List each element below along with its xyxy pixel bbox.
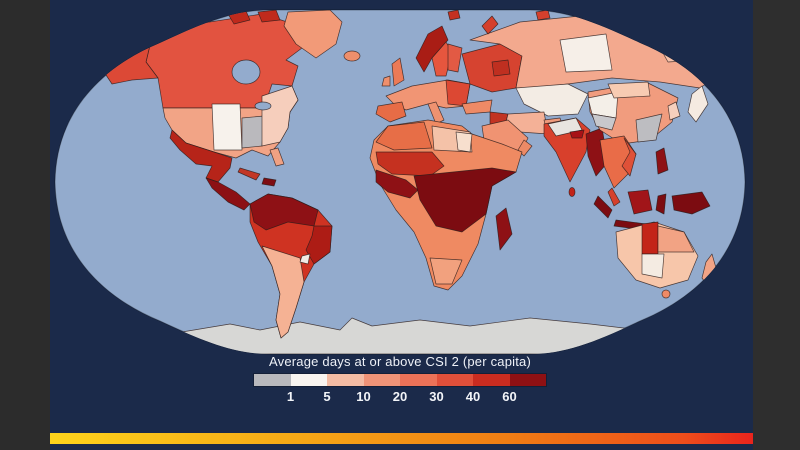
region-central-east-africa [413,167,517,233]
region-nw-africa [375,121,433,151]
region-usa-east [261,85,299,147]
legend-ticks: 1 5 10 20 30 40 60 [254,389,546,407]
region-uk [391,57,405,87]
region-sri-lanka [568,187,576,197]
legend-tick: 30 [429,389,444,404]
region-japan [687,85,709,123]
region-vietnam [621,137,637,177]
region-borneo [627,189,653,215]
region-svalbard [447,10,461,21]
region-egypt [455,131,473,153]
region-malaysia [607,187,621,207]
region-florida [269,147,285,167]
legend-tick: 5 [323,389,331,404]
region-central-asia [515,83,589,117]
region-se-china-gray [635,113,663,143]
region-uruguay [299,253,311,265]
region-severnaya [535,10,551,21]
region-sulawesi [655,193,667,215]
region-philippines [655,147,669,175]
region-australia-qld [657,225,695,253]
colorbar-segment [363,374,400,386]
region-tasmania [661,289,671,299]
region-east-europe [445,79,471,107]
hudson-bay [231,59,261,85]
colorbar-segment [400,374,437,386]
region-mongolia [607,81,651,99]
great-lakes [254,101,272,111]
colorbar-segment [327,374,364,386]
region-ireland [381,75,391,87]
region-madagascar [495,207,513,251]
region-hispaniola [261,177,277,187]
legend-colorbar [254,374,546,386]
legend-tick: 1 [286,389,295,404]
region-korea [667,101,681,121]
region-moscow-area [491,59,511,77]
gradient-progress-bar [48,433,755,444]
region-siberia-white [559,33,613,73]
region-tibet-gray [591,113,617,131]
region-canadian-arctic [257,10,281,23]
region-cuba [237,167,261,181]
region-west-africa-coast [375,169,419,199]
region-south-africa-tip [429,257,463,285]
region-italy [427,101,445,125]
colorbar-segment [473,374,510,386]
colorbar-segment [436,374,473,386]
region-norway [415,25,449,73]
legend-tick: 10 [356,389,371,404]
region-usa-plains [211,103,243,151]
colorbar-segment [254,374,291,386]
region-central-america [205,177,251,211]
region-usa-central [241,115,265,149]
region-nepal [569,129,585,139]
legend-tick: 60 [502,389,517,404]
colorbar-segment [290,374,327,386]
region-australia-sa [641,253,665,279]
region-brazil-east [305,225,333,265]
region-finland [447,43,463,73]
region-sumatra [593,195,613,219]
colorbar-segment [509,374,546,386]
region-southern-cone [261,245,305,339]
region-iberia [375,101,407,123]
region-greenland [283,10,343,59]
legend-tick: 40 [465,389,481,404]
region-new-guinea [671,191,711,215]
map-legend: Average days at or above CSI 2 (per capi… [254,354,546,407]
left-letterbox-bar [0,0,50,450]
region-australia-nt [641,221,659,255]
legend-tick: 20 [392,389,408,404]
legend-title: Average days at or above CSI 2 (per capi… [269,354,531,369]
region-iceland [343,50,361,62]
right-letterbox-bar [753,0,800,450]
region-novaya-zemlya [481,15,499,35]
